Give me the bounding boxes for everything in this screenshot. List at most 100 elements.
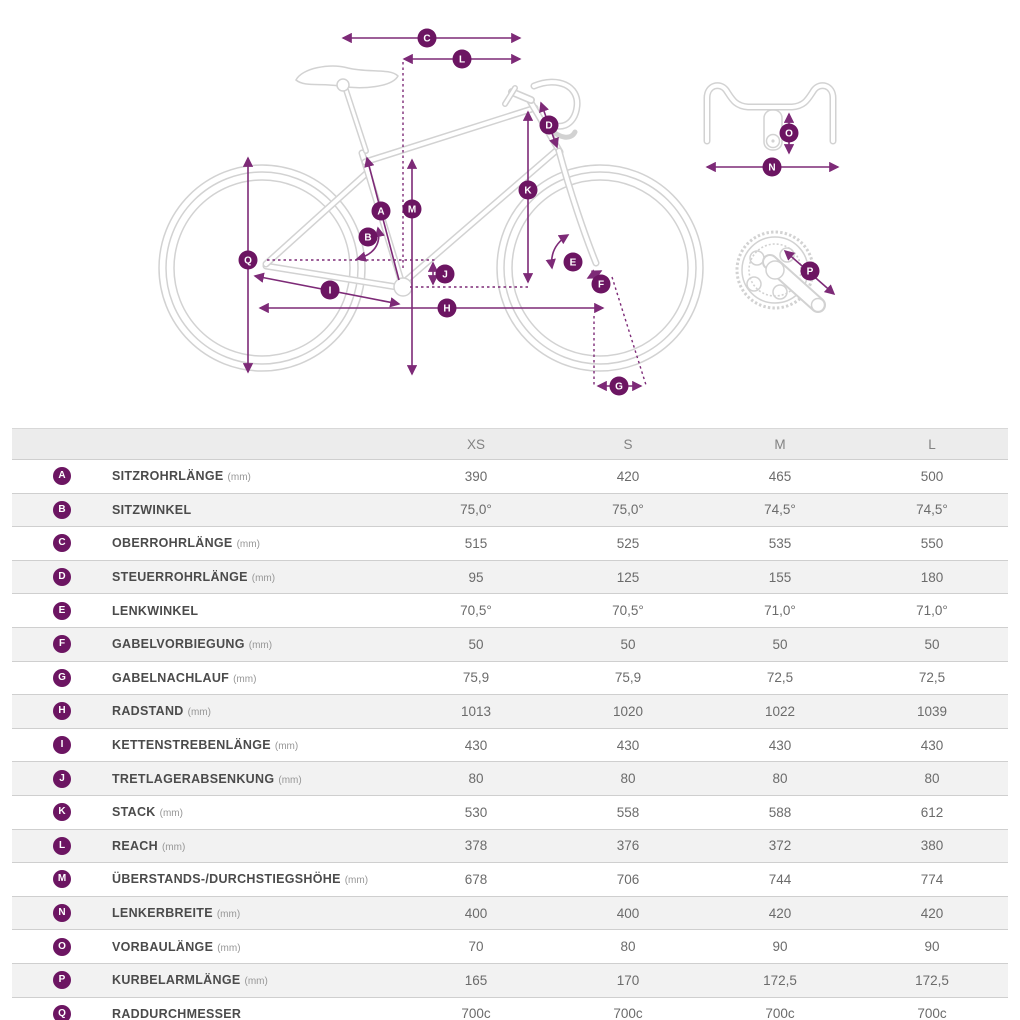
value-n-m: 420 — [768, 905, 792, 921]
value-g-s: 75,9 — [614, 670, 642, 686]
row-letter-badge: G — [53, 668, 71, 687]
value-b-xs: 75,0° — [460, 502, 492, 518]
table-row-q: Q RADDURCHMESSER 700c 700c 700c 700c — [12, 997, 1008, 1020]
diagram-marker-f: F — [591, 274, 611, 294]
value-k-m: 588 — [768, 804, 792, 820]
value-l-l: 380 — [920, 838, 944, 854]
value-b-m: 74,5° — [764, 502, 796, 518]
value-j-s: 80 — [620, 771, 636, 787]
row-letter-cell: A — [12, 467, 112, 486]
measurement-label: VORBAULÄNGE (mm) — [112, 939, 241, 954]
value-i-xs: 430 — [464, 737, 488, 753]
row-letter-badge: I — [53, 736, 71, 755]
value-k-s: 558 — [616, 804, 640, 820]
row-letter-cell: E — [12, 601, 112, 620]
measurement-label: SITZWINKEL — [112, 502, 192, 517]
diagram-marker-m: M — [402, 199, 422, 219]
diagram-marker-o: O — [779, 123, 799, 143]
value-p-s: 170 — [616, 972, 640, 988]
value-p-xs: 165 — [464, 972, 488, 988]
row-letter-badge: K — [53, 803, 71, 822]
measurement-unit: (mm) — [248, 640, 273, 652]
row-letter-cell: J — [12, 769, 112, 788]
value-g-l: 72,5 — [918, 670, 946, 686]
measurement-label: STACK (mm) — [112, 805, 183, 820]
value-l-m: 372 — [768, 838, 792, 854]
diagram-marker-i: I — [320, 280, 340, 300]
row-letter-cell: C — [12, 534, 112, 553]
diagram-marker-p: P — [800, 261, 820, 281]
row-letter-cell: L — [12, 836, 112, 855]
table-row-d: D STEUERROHRLÄNGE (mm) 95 125 155 180 — [12, 560, 1008, 595]
table-row-p: P KURBELARMLÄNGE (mm) 165 170 172,5 172,5 — [12, 963, 1008, 998]
value-m-l: 774 — [920, 871, 944, 887]
saddle-icon — [295, 65, 399, 154]
diagram-marker-n: N — [762, 157, 782, 177]
measurement-label: RADDURCHMESSER — [112, 1006, 242, 1020]
diagram-marker-j: J — [435, 264, 455, 284]
svg-text:I: I — [329, 286, 332, 297]
value-o-m: 90 — [772, 939, 788, 955]
value-d-m: 155 — [768, 569, 792, 585]
measurement-unit: (mm) — [251, 573, 276, 585]
value-h-xs: 1013 — [460, 703, 492, 719]
measurement-unit: (mm) — [236, 539, 260, 551]
svg-text:G: G — [615, 382, 623, 393]
value-e-l: 71,0° — [916, 603, 948, 619]
svg-text:L: L — [459, 55, 465, 66]
value-a-l: 500 — [920, 468, 944, 484]
measurement-unit: (mm) — [233, 673, 257, 685]
value-d-l: 180 — [920, 569, 944, 585]
value-i-s: 430 — [616, 737, 640, 753]
svg-text:Q: Q — [244, 256, 252, 267]
value-h-s: 1020 — [612, 703, 644, 719]
table-row-h: H RADSTAND (mm) 1013 1020 1022 1039 — [12, 695, 1008, 729]
measurement-label: OBERROHRLÄNGE (mm) — [112, 536, 260, 551]
column-header-xs: XS — [466, 436, 485, 452]
svg-text:N: N — [768, 163, 775, 174]
row-letter-cell: O — [12, 937, 112, 956]
value-f-l: 50 — [924, 636, 940, 652]
row-letter-badge: C — [53, 534, 71, 553]
value-i-m: 430 — [768, 737, 792, 753]
measurement-label: STEUERROHRLÄNGE (mm) — [112, 570, 276, 585]
table-header-row: XS S M L — [12, 428, 1008, 460]
table-row-m: M ÜBERSTANDS-/DURCHSTIEGSHÖHE (mm) 678 706 74… — [12, 863, 1008, 897]
row-letter-badge: F — [53, 635, 71, 654]
value-e-m: 71,0° — [764, 603, 796, 619]
diagram-marker-l: L — [452, 49, 472, 69]
value-g-xs: 75,9 — [462, 670, 490, 686]
table-row-g: G GABELNACHLAUF (mm) 75,9 75,9 72,5 72,5 — [12, 661, 1008, 696]
value-a-m: 465 — [768, 468, 792, 484]
value-o-s: 80 — [620, 939, 636, 955]
svg-text:K: K — [524, 186, 532, 197]
measurement-unit: (mm) — [227, 472, 251, 484]
row-letter-badge: E — [53, 601, 71, 620]
row-letter-badge: H — [53, 702, 71, 721]
value-m-s: 706 — [616, 871, 640, 887]
row-letter-badge: A — [53, 467, 71, 486]
value-p-m: 172,5 — [763, 972, 797, 988]
value-j-l: 80 — [924, 771, 940, 787]
value-n-xs: 400 — [464, 905, 488, 921]
measurement-unit: (mm) — [159, 808, 183, 820]
row-letter-cell: K — [12, 803, 112, 822]
measurement-label: SITZROHRLÄNGE (mm) — [112, 469, 251, 484]
diagram-marker-e: E — [563, 252, 583, 272]
table-row-j: J TRETLAGERABSENKUNG (mm) 80 80 80 80 — [12, 762, 1008, 796]
table-row-e: E LENKWINKEL 70,5° 70,5° 71,0° 71,0° — [12, 594, 1008, 628]
value-e-s: 70,5° — [612, 603, 644, 619]
row-letter-cell: M — [12, 870, 112, 889]
table-row-c: C OBERROHRLÄNGE (mm) 515 525 535 550 — [12, 527, 1008, 561]
row-letter-badge: L — [53, 836, 71, 855]
svg-text:B: B — [364, 233, 371, 244]
value-f-xs: 50 — [468, 636, 484, 652]
handlebar-front-icon — [703, 82, 837, 151]
row-letter-badge: M — [53, 870, 71, 889]
row-letter-cell: P — [12, 971, 112, 990]
table-body: A SITZROHRLÄNGE (mm) 390 420 465 500 B SITZWINKE… — [12, 460, 1008, 1020]
value-c-s: 525 — [616, 535, 640, 551]
value-k-xs: 530 — [464, 804, 488, 820]
value-l-xs: 378 — [464, 838, 488, 854]
column-header-s: S — [623, 436, 633, 452]
